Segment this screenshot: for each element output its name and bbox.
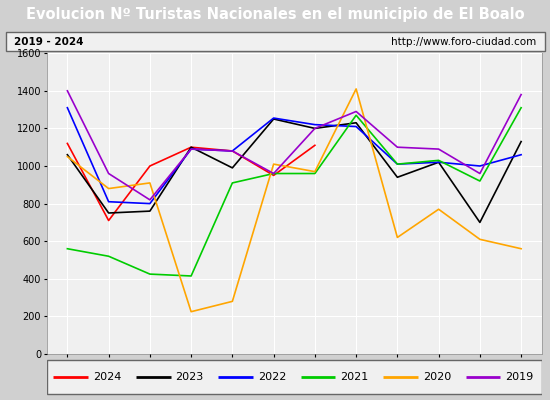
FancyBboxPatch shape	[6, 32, 544, 51]
Text: 2021: 2021	[340, 372, 368, 382]
Text: 2020: 2020	[423, 372, 451, 382]
Text: 2024: 2024	[93, 372, 122, 382]
FancyBboxPatch shape	[47, 360, 542, 394]
Text: 2019: 2019	[505, 372, 534, 382]
Text: http://www.foro-ciudad.com: http://www.foro-ciudad.com	[391, 37, 536, 47]
Text: 2023: 2023	[175, 372, 204, 382]
Text: 2019 - 2024: 2019 - 2024	[14, 37, 83, 47]
Text: Evolucion Nº Turistas Nacionales en el municipio de El Boalo: Evolucion Nº Turistas Nacionales en el m…	[26, 8, 524, 22]
Text: 2022: 2022	[258, 372, 287, 382]
